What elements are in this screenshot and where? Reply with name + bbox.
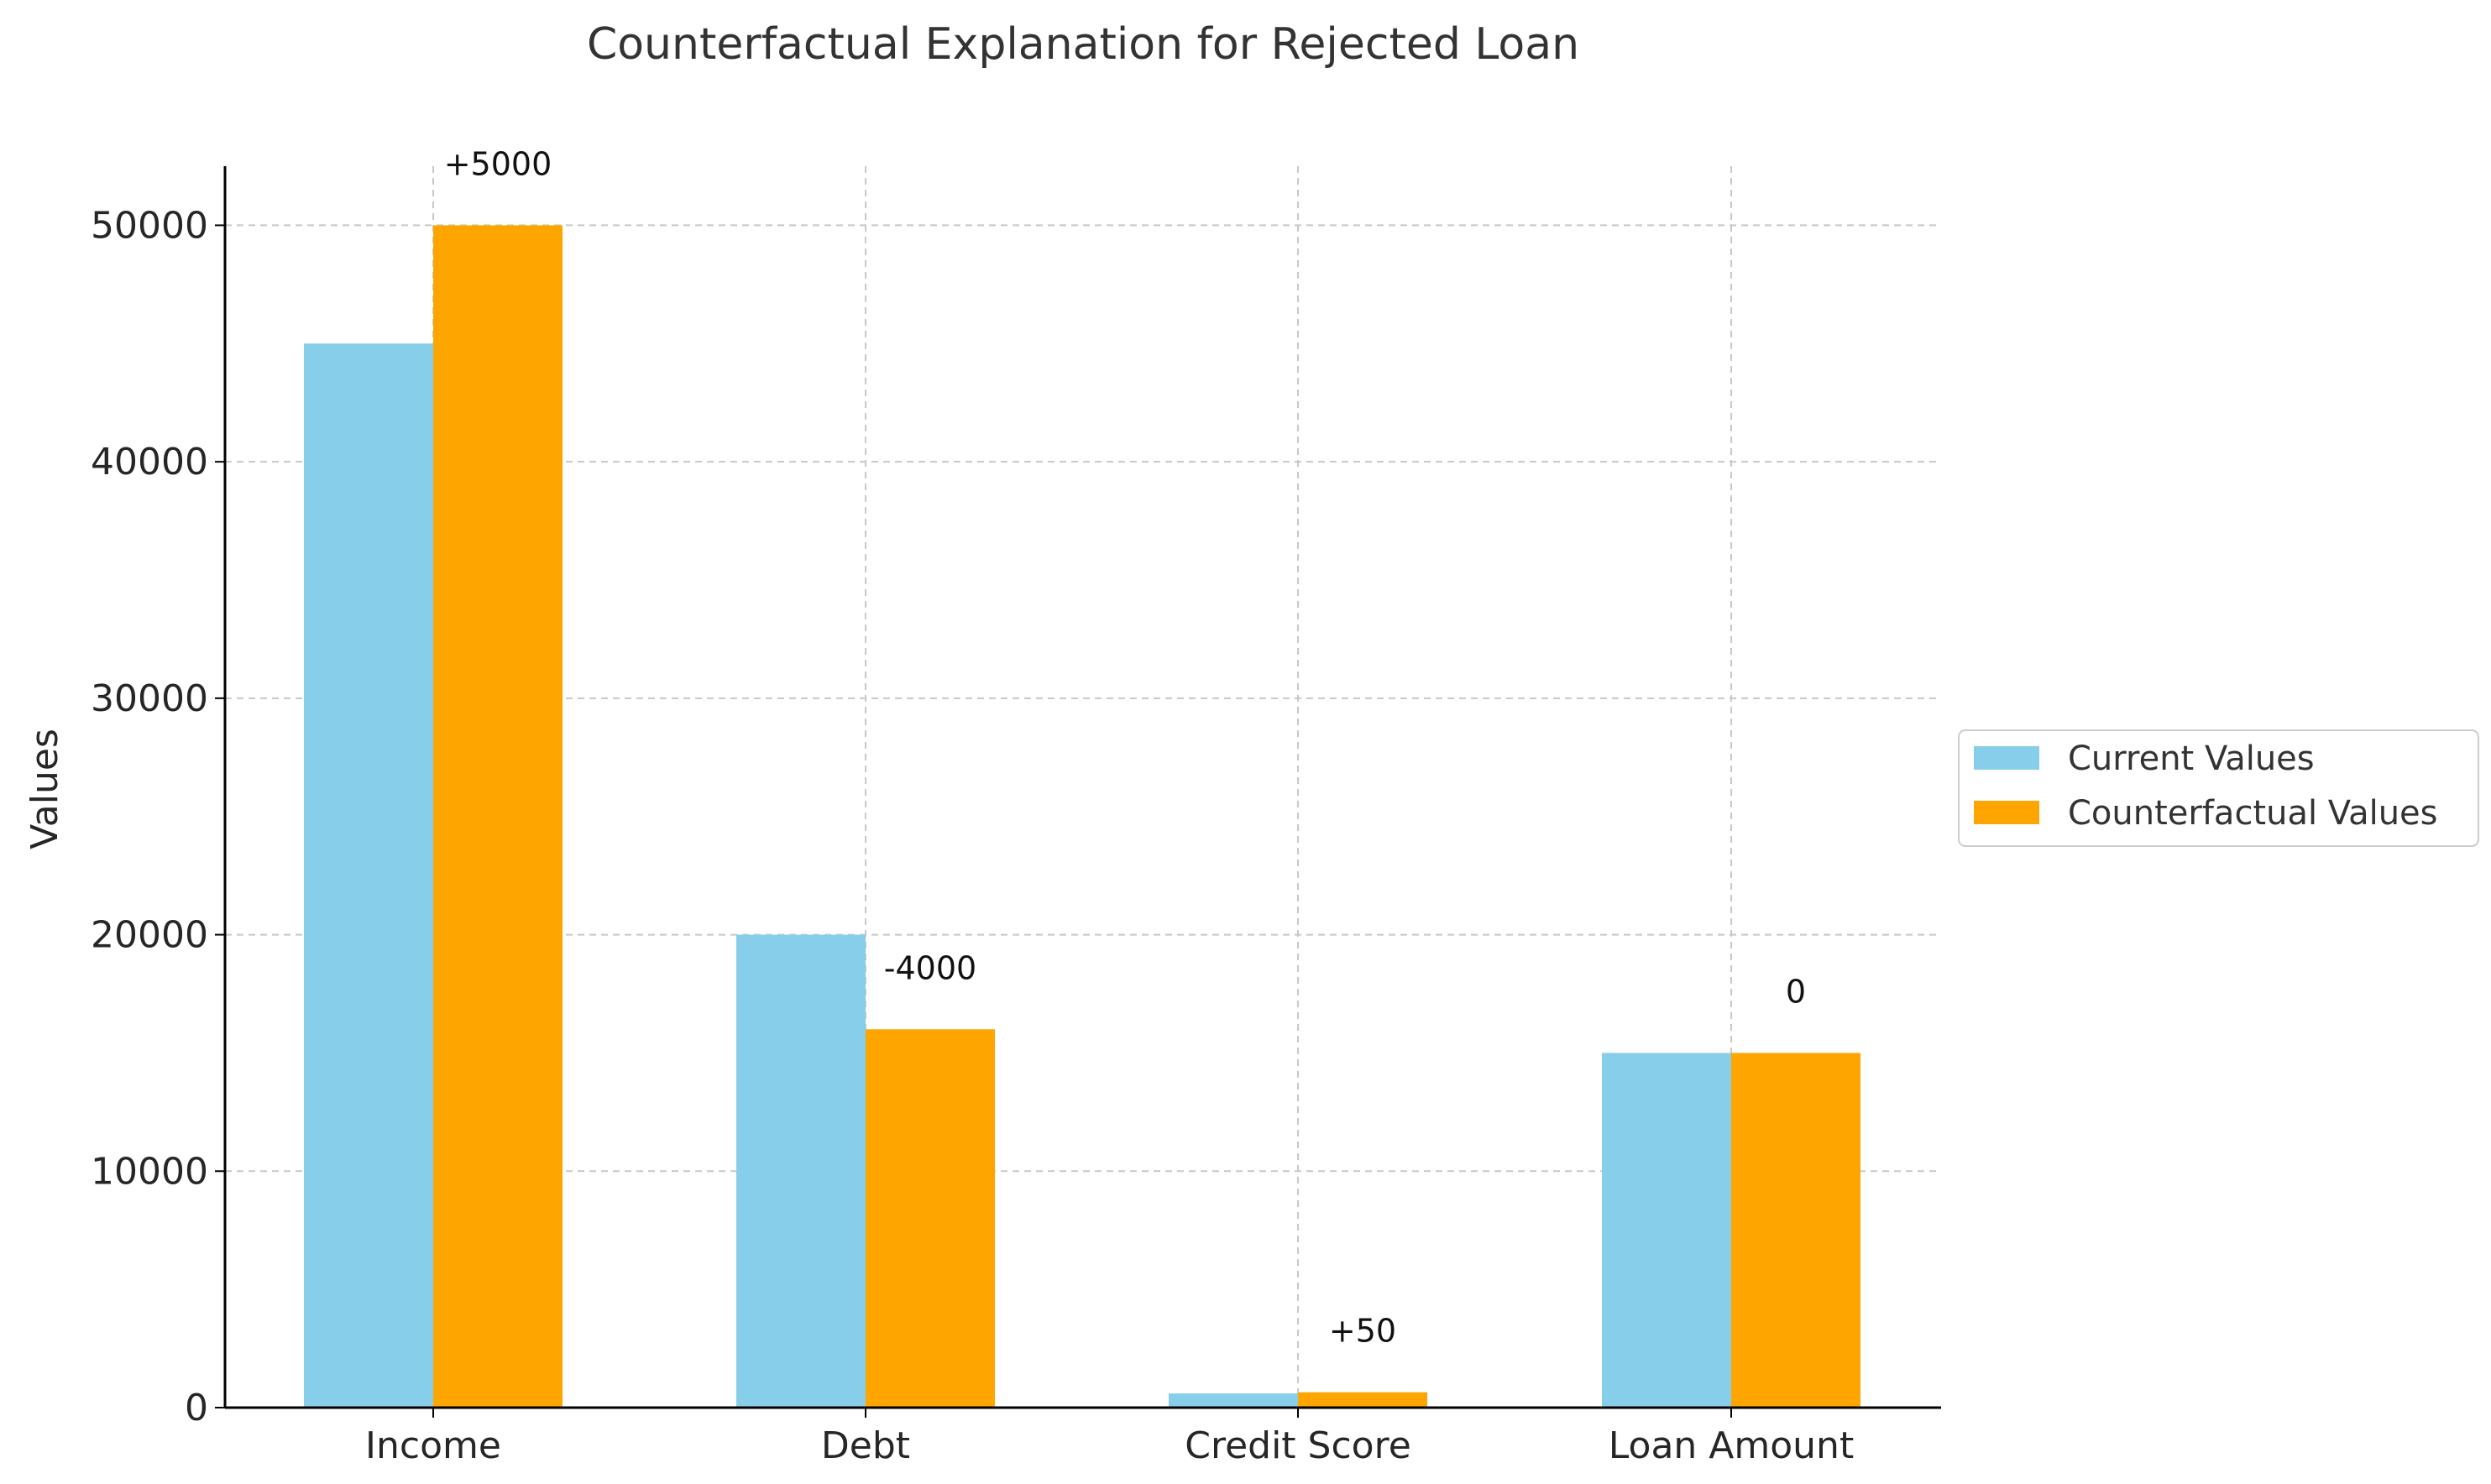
- legend-label-counterfactual: Counterfactual Values: [2068, 794, 2438, 833]
- x-ticks: Income Debt Credit Score Loan Amount: [365, 1408, 1854, 1467]
- chart-title: Counterfactual Explanation for Rejected …: [587, 19, 1579, 70]
- legend-swatch-counterfactual: [1974, 801, 2039, 824]
- bar-current: [1602, 1053, 1731, 1408]
- legend: Current Values Counterfactual Values: [1958, 729, 2479, 847]
- y-tick-label: 40000: [91, 441, 208, 483]
- bar-current: [736, 934, 866, 1408]
- y-tick-label: 50000: [91, 204, 208, 247]
- y-tick-label: 20000: [91, 914, 208, 957]
- y-tick-label: 0: [185, 1387, 208, 1429]
- x-tick-label: Credit Score: [1185, 1424, 1411, 1467]
- bar-current: [1169, 1393, 1298, 1408]
- bar-counterfactual: [1731, 1053, 1860, 1408]
- bar-current: [304, 343, 433, 1408]
- legend-box: [1958, 729, 2479, 847]
- bar-counterfactual: [1298, 1392, 1427, 1408]
- y-axis-label: Values: [24, 729, 66, 849]
- legend-label-current: Current Values: [2068, 739, 2315, 778]
- bar-counterfactual: [866, 1029, 995, 1408]
- bar-annotation: -4000: [884, 949, 976, 986]
- legend-swatch-current: [1974, 746, 2039, 770]
- bar-annotation: 0: [1786, 973, 1806, 1010]
- y-tick-label: 10000: [91, 1150, 208, 1193]
- bar-annotation: +50: [1329, 1313, 1396, 1350]
- axes: [223, 166, 1941, 1409]
- annotations: +5000 -4000 +50 0: [444, 145, 1806, 1349]
- y-tick-label: 30000: [91, 677, 208, 720]
- bar-counterfactual: [433, 225, 563, 1408]
- bar-annotation: +5000: [444, 145, 552, 182]
- bars: [304, 225, 1860, 1408]
- x-tick-label: Debt: [821, 1424, 910, 1467]
- x-tick-label: Loan Amount: [1609, 1424, 1854, 1467]
- y-ticks: 0 10000 20000 30000 40000 50000: [91, 204, 225, 1429]
- x-tick-label: Income: [365, 1424, 501, 1467]
